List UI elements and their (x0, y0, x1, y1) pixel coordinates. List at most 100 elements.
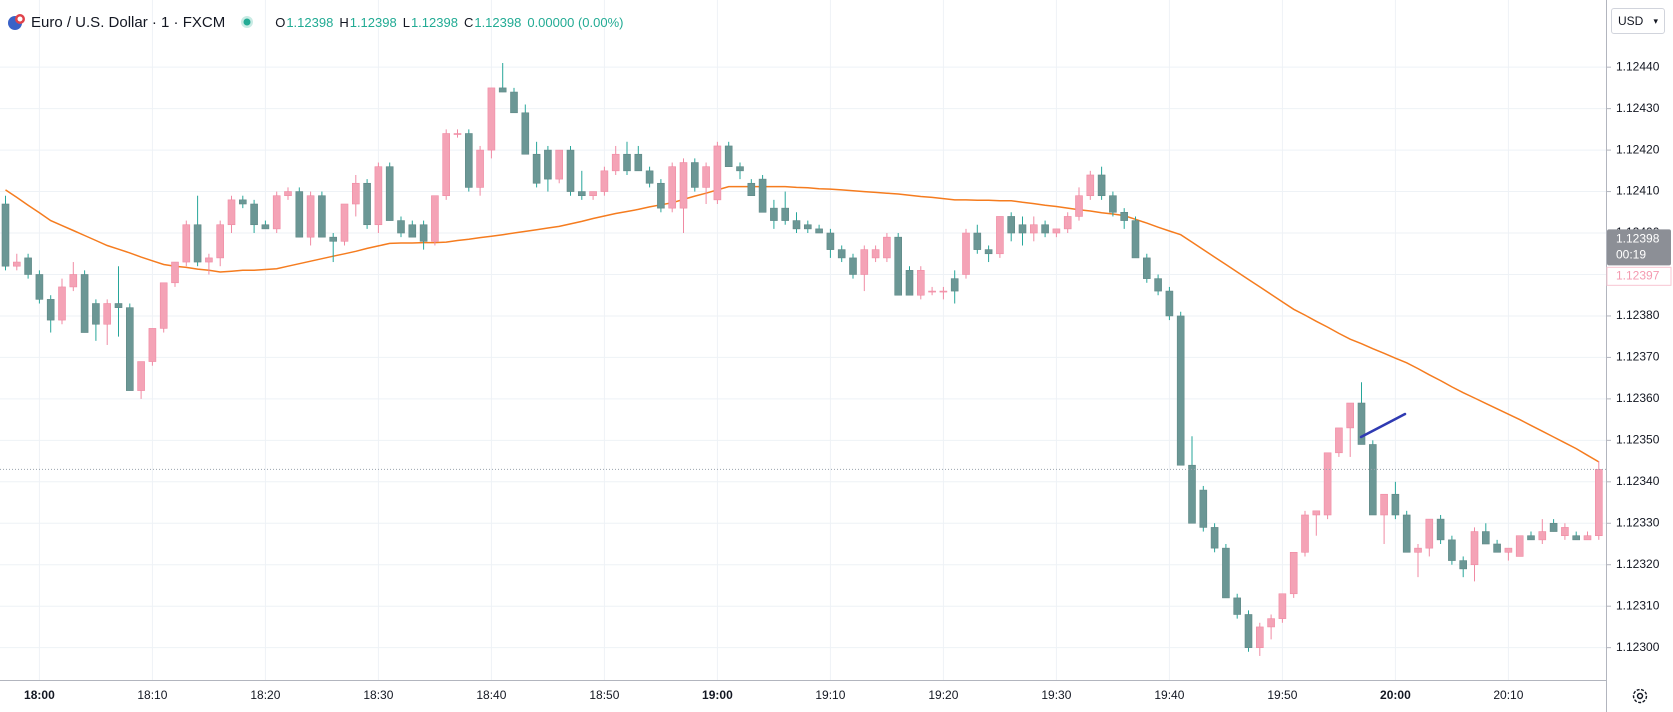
x-tick-label: 19:20 (928, 688, 958, 702)
candle-body (679, 162, 688, 209)
candle (1030, 216, 1038, 242)
candle (532, 141, 541, 188)
ohlc-label: L (402, 14, 410, 30)
bid-price-box (1606, 266, 1672, 286)
candle-body (1538, 531, 1547, 541)
currency-label: USD (1618, 14, 1644, 28)
candle (227, 195, 236, 234)
candle-body (1143, 257, 1151, 279)
candle (1346, 402, 1354, 457)
candle-body (623, 153, 631, 172)
y-tick-label: 1.12340 (1616, 474, 1660, 488)
candle (792, 212, 801, 234)
candle-body (1583, 535, 1592, 541)
candle-body (453, 133, 462, 135)
candle (984, 245, 993, 263)
candle-body (1256, 626, 1264, 648)
candle-body (668, 166, 677, 209)
candle-body (1527, 535, 1535, 541)
candle-body (148, 328, 157, 362)
candle-body (318, 195, 326, 238)
candle (871, 245, 880, 263)
settings-button[interactable] (1632, 688, 1648, 704)
candle-body (351, 182, 360, 205)
candle-body (611, 153, 620, 172)
candle (973, 224, 982, 254)
candle-body (374, 166, 383, 226)
bid-price-label: 1.12397 (1616, 268, 1660, 282)
candle (679, 158, 688, 234)
candle (1561, 523, 1569, 540)
x-tick-label: 20:10 (1493, 688, 1523, 702)
candle-body (464, 133, 473, 188)
candle (1414, 544, 1422, 578)
candle (171, 261, 179, 287)
candle (510, 87, 518, 114)
candle (544, 145, 552, 192)
currency-select[interactable]: USD ▾ (1611, 8, 1665, 34)
candle-body (724, 145, 733, 167)
x-tick-label: 19:50 (1267, 688, 1297, 702)
candle-body (114, 303, 123, 308)
candle-body (1063, 216, 1072, 230)
price-axis: 1.12300 1.12310 1.12320 1.12330 1.12340 1.123… (1606, 0, 1673, 712)
candle-body (1210, 527, 1219, 549)
candle (46, 295, 55, 333)
candle (1222, 544, 1230, 599)
candle-body (996, 216, 1004, 255)
candle-body (860, 249, 869, 275)
candle (600, 166, 609, 196)
candle (521, 104, 530, 155)
y-tick-label: 1.12360 (1616, 391, 1660, 405)
gear-inner (1636, 692, 1644, 700)
candle-body (1233, 597, 1241, 615)
candle (1515, 535, 1524, 557)
symbol-icon (8, 14, 25, 30)
candle-body (431, 195, 439, 242)
candle-body (182, 224, 191, 263)
candle (1549, 519, 1558, 532)
candle (137, 361, 145, 399)
candle-body (1120, 211, 1128, 221)
candle (476, 145, 484, 196)
candle-body (1391, 493, 1400, 516)
x-tick-label: 18:10 (137, 688, 167, 702)
candle (250, 199, 258, 234)
candle (1188, 436, 1196, 524)
candle-body (442, 133, 451, 197)
candle-body (1007, 216, 1016, 234)
candle-body (216, 224, 224, 259)
y-tick-label: 1.12300 (1616, 640, 1660, 654)
candle (318, 191, 326, 238)
candle-body (1470, 531, 1479, 566)
candle-body (577, 191, 586, 197)
symbol-header: Euro / U.S. Dollar · 1 · FXCM O 1.12398 H 1… (6, 11, 629, 33)
candle (442, 129, 451, 200)
candle-body (385, 166, 394, 221)
candle-body (1357, 402, 1366, 445)
candle (1301, 510, 1309, 557)
candle-body (1515, 535, 1524, 557)
candle (770, 199, 778, 229)
ohlc-value: 1.12398 (474, 14, 522, 30)
candle (272, 191, 281, 234)
candle-body (589, 191, 597, 197)
candle-body (645, 170, 654, 184)
x-tick-label: 19:30 (1041, 688, 1071, 702)
x-tick-label: 18:30 (363, 688, 393, 702)
candle (1007, 212, 1016, 242)
countdown-label: 00:19 (1616, 247, 1646, 261)
candle (261, 220, 270, 230)
candle-body (883, 236, 891, 259)
x-tick-label: 18:20 (250, 688, 280, 702)
candle (1572, 531, 1580, 541)
candle (849, 253, 857, 279)
candle (634, 145, 643, 172)
candle (713, 141, 722, 204)
candle (1109, 191, 1117, 217)
ohlc-legend: O 1.12398 H 1.12398 L 1.12398 C 1.12398 0.00000 … (275, 15, 629, 30)
symbol-title[interactable]: Euro / U.S. Dollar · 1 · FXCM (31, 13, 226, 31)
candle-body (1312, 510, 1321, 516)
candle (611, 145, 620, 175)
candle-body (1052, 228, 1061, 234)
